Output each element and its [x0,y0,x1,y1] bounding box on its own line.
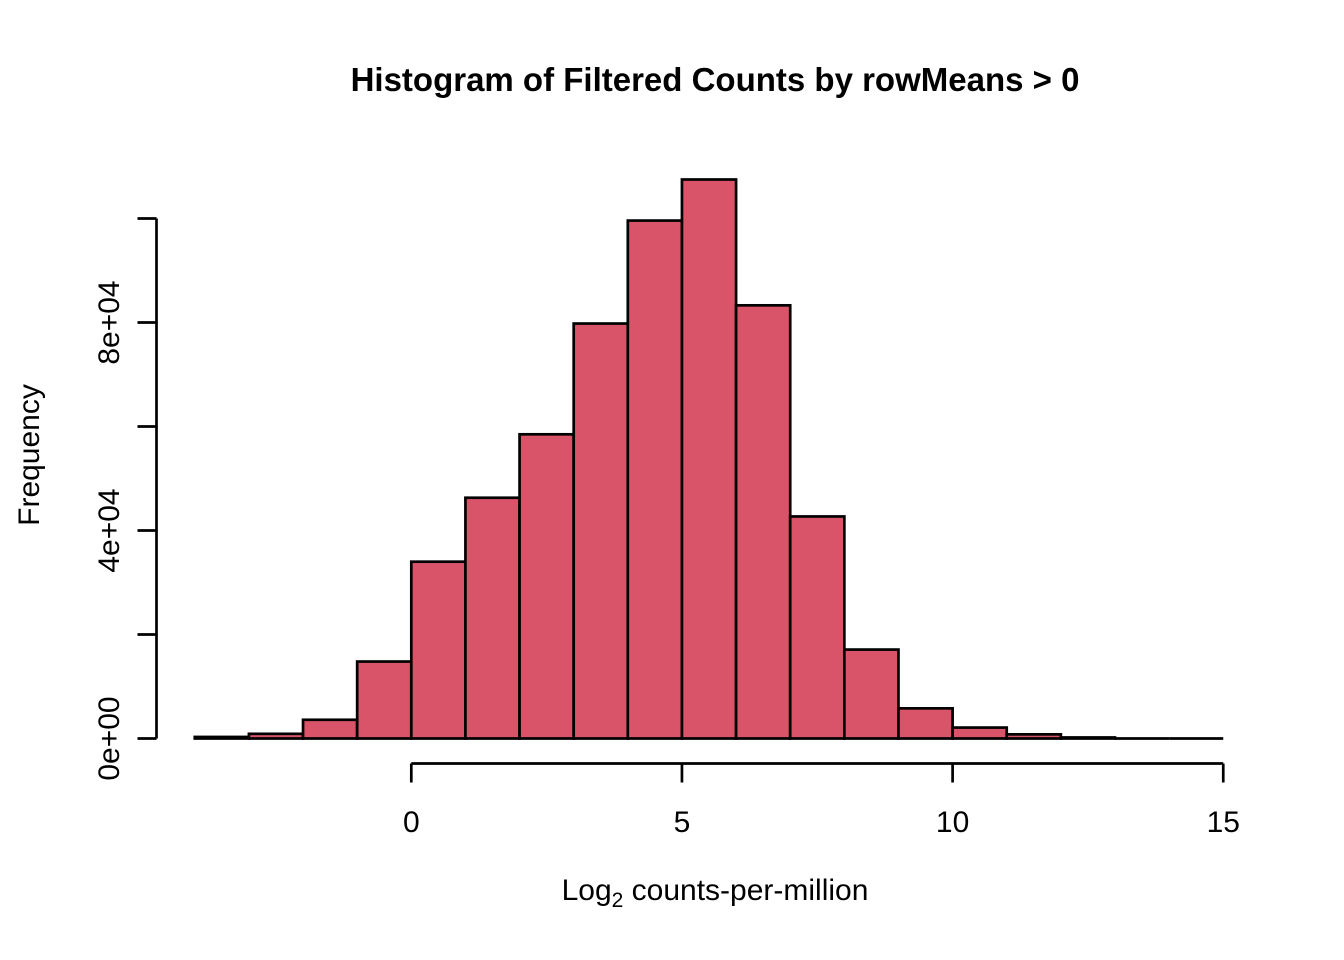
y-tick-label: 0e+00 [93,696,126,780]
histogram-bar [897,706,954,740]
histogram-bar [247,732,305,740]
histogram-bar [301,718,359,740]
histogram-bar [788,515,846,740]
histogram-bar [518,432,576,740]
histogram-bar [1059,736,1117,740]
histogram-bar [193,735,251,740]
x-tick-label: 10 [936,806,969,839]
y-tick-label: 8e+04 [93,280,126,364]
x-axis-title-subscript: 2 [611,889,624,912]
x-axis-title-text: Log [561,874,612,907]
histogram-bar [355,660,413,740]
histogram-bar [1005,732,1063,740]
x-tick-label: 15 [1207,806,1240,839]
chart-title: Histogram of Filtered Counts by rowMeans… [350,61,1080,98]
histogram-bar [409,560,467,740]
y-tick-label: 4e+04 [93,488,126,572]
x-tick-label: 0 [403,806,420,839]
x-axis-title: Log2 counts-per-million [160,874,1270,913]
histogram-bar [572,322,630,740]
histogram-bar [626,219,684,740]
histogram-bar [734,303,792,740]
histogram-bar [464,496,521,740]
x-axis-title-suffix: counts-per-million [623,874,869,907]
x-tick-label: 5 [674,806,691,839]
histogram-bar [951,726,1009,740]
histogram-bar [842,648,900,740]
histogram-bar [680,178,738,740]
